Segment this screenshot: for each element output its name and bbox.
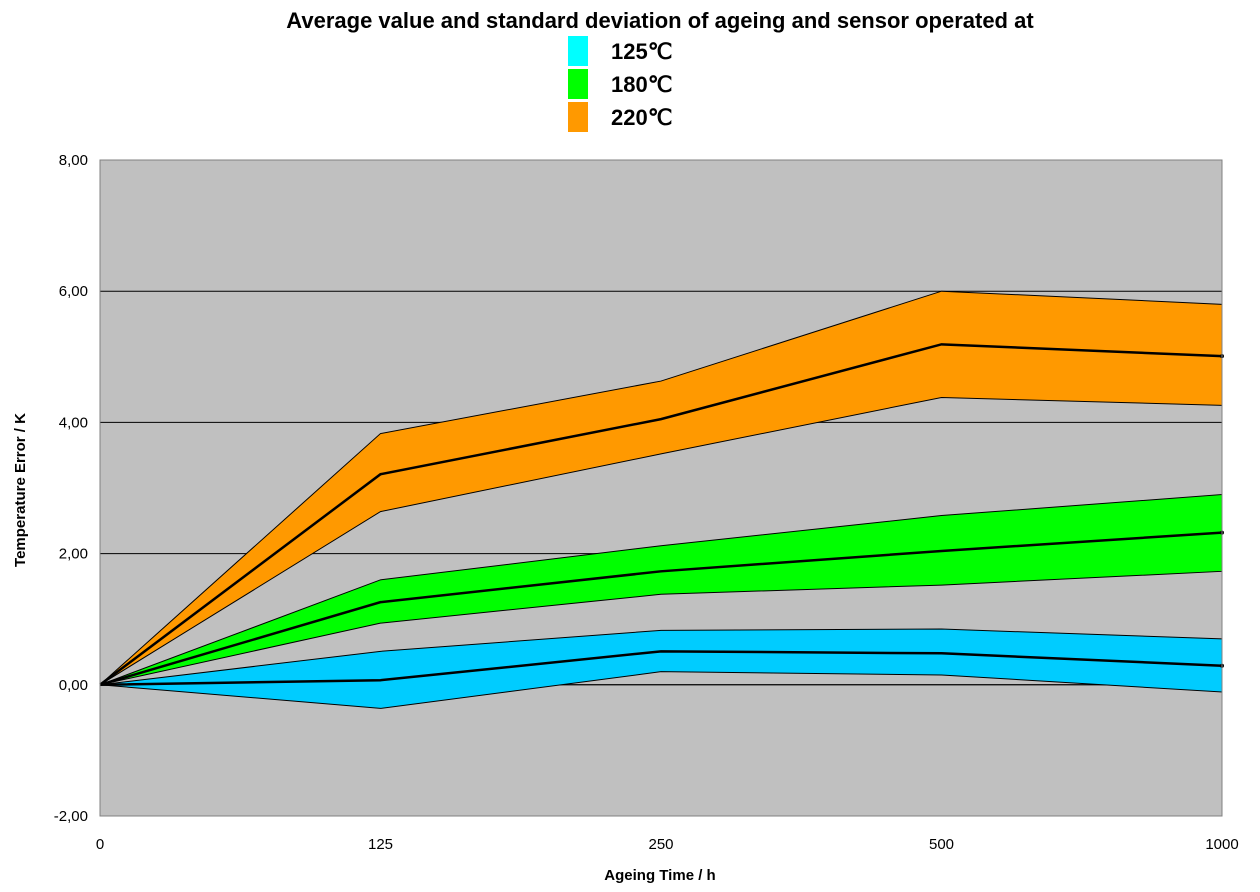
x-tick-label: 250: [648, 836, 673, 853]
series-mean-line-1: [99, 531, 1223, 686]
legend-label-2: 220℃: [611, 105, 672, 130]
y-axis: -2,00 0,00 2,00 4,00 6,00 8,00: [54, 152, 88, 825]
plot-area: [100, 160, 1222, 816]
plot-border: [99, 159, 1223, 817]
x-tick-label: 1000: [1205, 836, 1238, 853]
series-mean-line-0: [99, 650, 1223, 687]
series-mean-line-2: [99, 343, 1223, 686]
series-bands: [99, 290, 1223, 709]
legend-swatch-0: [568, 36, 588, 66]
legend-swatch-1: [568, 69, 588, 99]
y-tick-label: 8,00: [59, 152, 88, 169]
series-mean-lines: [99, 343, 1224, 687]
y-tick-label: 6,00: [59, 283, 88, 300]
x-tick-label: 125: [368, 836, 393, 853]
y-tick-label: 4,00: [59, 414, 88, 431]
legend-swatch-2: [568, 102, 588, 132]
y-tick-label: 2,00: [59, 546, 88, 563]
y-tick-label: -2,00: [54, 808, 88, 825]
x-axis: 0 125 250 500 1000: [96, 836, 1239, 853]
legend-label-1: 180℃: [611, 72, 672, 97]
y-axis-title: Temperature Error / K: [12, 413, 29, 567]
legend-label-0: 125℃: [611, 39, 672, 64]
x-tick-label: 0: [96, 836, 104, 853]
y-tick-label: 0,00: [59, 677, 88, 694]
x-axis-title: Ageing Time / h: [604, 867, 715, 884]
x-tick-label: 500: [929, 836, 954, 853]
legend: 125℃ 180℃ 220℃: [568, 36, 672, 132]
chart-title: Average value and standard deviation of …: [286, 8, 1034, 33]
